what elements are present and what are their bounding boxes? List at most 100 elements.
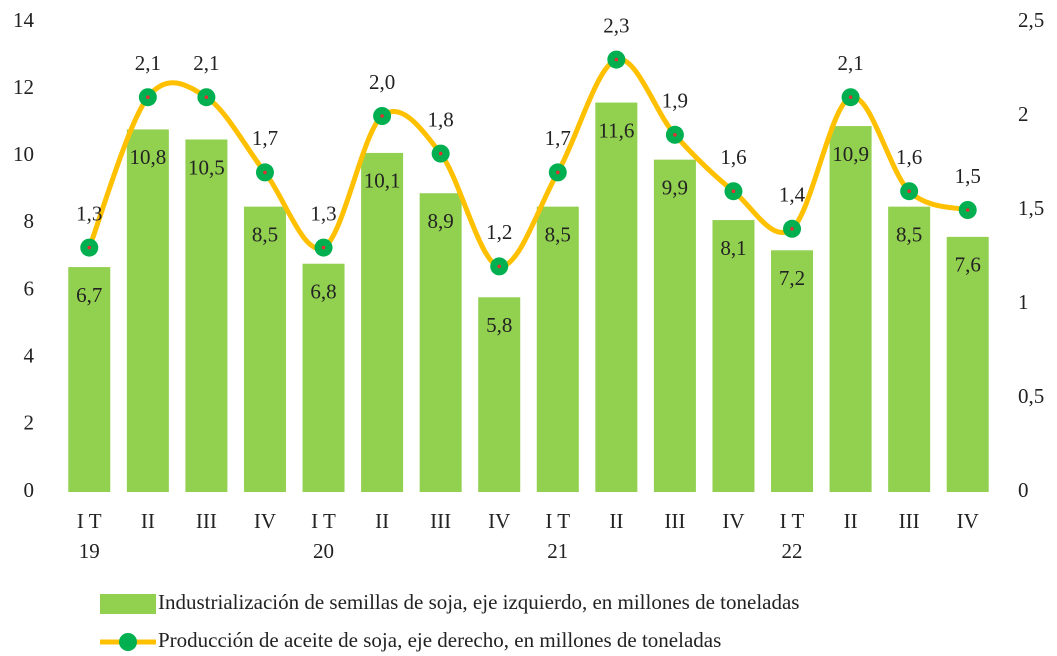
y-tick-label: 14 — [13, 8, 35, 32]
marker-dot — [614, 57, 619, 62]
y-tick-label: 12 — [13, 75, 34, 99]
bar — [302, 263, 345, 492]
x-tick-label: II — [844, 509, 858, 533]
x-tick-label: I T — [545, 509, 570, 533]
line-value-label: 1,5 — [955, 164, 981, 188]
bar — [653, 159, 696, 492]
marker-dot — [380, 114, 384, 118]
bar-value-label: 8,5 — [545, 222, 571, 246]
y2-tick-label: 2 — [1018, 102, 1029, 126]
x-tick-label: II — [375, 509, 389, 533]
line-value-label: 1,3 — [310, 201, 336, 225]
bar — [712, 220, 755, 493]
bar — [126, 129, 169, 492]
marker-dot — [438, 151, 443, 156]
bar-value-label: 9,9 — [662, 175, 688, 199]
marker-dot — [87, 245, 92, 250]
bar — [478, 297, 521, 492]
y-tick-label: 0 — [24, 478, 35, 502]
marker-dot — [146, 95, 150, 99]
x-tick-label: I T — [311, 509, 336, 533]
marker-dot — [263, 170, 267, 175]
x-tick-label: III — [196, 509, 217, 533]
line-value-label: 2,1 — [193, 51, 219, 75]
line-value-label: 1,6 — [720, 145, 746, 169]
x-tick-label: III — [899, 509, 920, 533]
y2-tick-label: 0 — [1018, 478, 1029, 502]
x-tick-label: I T — [780, 509, 805, 533]
bar — [361, 152, 404, 492]
bar-value-label: 11,6 — [598, 118, 634, 142]
line-value-label: 2,1 — [837, 51, 863, 75]
legend-label: Producción de aceite de soja, eje derech… — [158, 628, 721, 652]
bar-value-label: 8,5 — [896, 222, 922, 246]
y2-tick-label: 0,5 — [1018, 384, 1044, 408]
x-tick-label: IV — [957, 509, 979, 533]
line-value-label: 1,9 — [662, 89, 688, 113]
x-tick-label: 19 — [79, 539, 100, 563]
bar-value-label: 8,5 — [252, 222, 278, 246]
x-tick-label: II — [609, 509, 623, 533]
line — [86, 56, 969, 269]
y-tick-label: 10 — [13, 142, 34, 166]
x-tick-label: II — [141, 509, 155, 533]
marker-dot — [848, 95, 853, 99]
bar — [829, 126, 872, 493]
line-value-label: 1,7 — [252, 126, 278, 150]
legend-label: Industrialización de semillas de soja, e… — [158, 590, 799, 614]
bar-value-label: 10,1 — [364, 169, 401, 193]
x-tick-label: III — [664, 509, 685, 533]
y2-tick-label: 2,5 — [1018, 8, 1044, 32]
bar — [243, 206, 286, 492]
bar-value-label: 8,9 — [428, 209, 454, 233]
line-value-label: 1,3 — [76, 201, 102, 225]
y-tick-label: 4 — [24, 344, 35, 368]
bar-value-label: 5,8 — [486, 313, 512, 337]
marker-dot — [321, 245, 326, 250]
bar-value-label: 10,5 — [188, 155, 225, 179]
bar-value-label: 6,8 — [310, 280, 336, 304]
y-tick-label: 8 — [24, 209, 35, 233]
line-value-label: 2,3 — [603, 13, 629, 37]
y-tick-label: 6 — [24, 276, 35, 300]
bar — [595, 102, 638, 493]
line-value-label: 2,0 — [369, 70, 395, 94]
marker-dot — [497, 264, 502, 269]
y2-tick-label: 1 — [1018, 290, 1029, 314]
legend-marker — [119, 633, 137, 651]
x-tick-label: 20 — [313, 539, 334, 563]
y2-tick-label: 1,5 — [1018, 196, 1044, 220]
line-value-label: 2,1 — [135, 51, 161, 75]
line-value-label: 1,8 — [428, 107, 454, 131]
marker-dot — [555, 170, 560, 175]
y-tick-label: 2 — [24, 411, 35, 435]
bar — [68, 267, 111, 492]
x-tick-label: 22 — [782, 539, 803, 563]
bar-value-label: 10,9 — [832, 142, 869, 166]
bar — [536, 206, 579, 492]
marker-dot — [907, 189, 911, 193]
marker-dot — [673, 133, 677, 137]
bar — [888, 206, 931, 492]
x-tick-label: I T — [77, 509, 102, 533]
x-tick-label: III — [430, 509, 451, 533]
line-value-label: 1,2 — [486, 220, 512, 244]
x-tick-label: IV — [722, 509, 744, 533]
bar-value-label: 7,2 — [779, 266, 805, 290]
legend-swatch — [100, 594, 156, 614]
bar-value-label: 6,7 — [76, 283, 102, 307]
bar — [946, 236, 989, 492]
x-tick-label: IV — [254, 509, 276, 533]
marker-dot — [204, 95, 209, 99]
x-tick-label: IV — [488, 509, 510, 533]
line-value-label: 1,4 — [779, 183, 806, 207]
line-value-label: 1,6 — [896, 145, 922, 169]
x-tick-label: 21 — [547, 539, 568, 563]
bar — [185, 139, 228, 492]
marker-dot — [731, 189, 736, 193]
bar — [771, 250, 814, 492]
line-value-label: 1,7 — [545, 126, 571, 150]
marker-dot — [790, 227, 794, 231]
bar-value-label: 10,8 — [129, 145, 166, 169]
